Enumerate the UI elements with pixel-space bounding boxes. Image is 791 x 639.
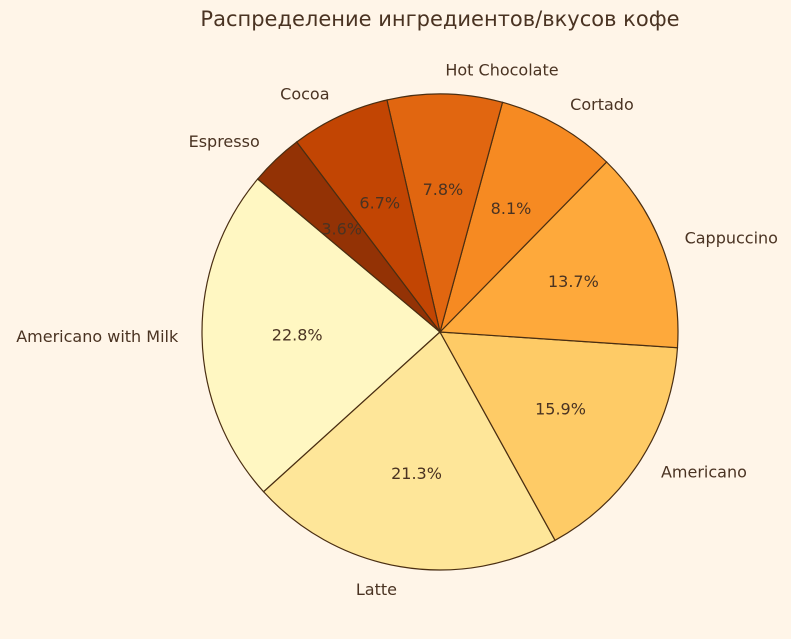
slice-percent-label: 13.7% [548, 272, 599, 291]
slice-label: Cappuccino [685, 229, 778, 248]
slice-percent-label: 8.1% [491, 199, 532, 218]
slice-percent-label: 21.3% [391, 464, 442, 483]
pie-slice-americano [438, 331, 679, 542]
pie-slice-americano-with-milk [201, 178, 441, 493]
slice-label: Cortado [570, 95, 634, 114]
pie-slice-cappuccino [438, 161, 679, 349]
pie-slice-espresso [256, 141, 441, 333]
slice-label: Hot Chocolate [445, 60, 558, 79]
slice-percent-label: 6.7% [359, 194, 400, 213]
slice-percent-label: 3.6% [321, 219, 362, 238]
slice-percent-label: 22.8% [272, 326, 323, 345]
slice-percent-label: 15.9% [535, 400, 586, 419]
slice-label: Espresso [189, 132, 260, 151]
slice-label: Americano with Milk [16, 327, 179, 346]
slice-percent-label: 7.8% [423, 180, 464, 199]
pie-slice-latte [262, 331, 556, 571]
chart-title: Распределение ингредиентов/вкусов кофе [200, 7, 679, 31]
slice-label: Americano [661, 462, 747, 481]
pie-slice-hot-chocolate [386, 93, 504, 333]
slice-label: Cocoa [280, 85, 329, 104]
slice-label: Latte [356, 580, 397, 599]
pie-slice-cortado [438, 101, 608, 335]
